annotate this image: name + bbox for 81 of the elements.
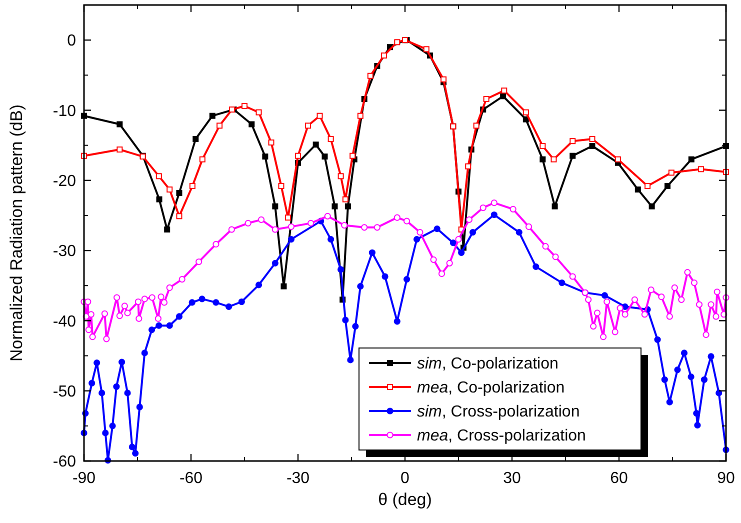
x-tick-label: 30: [503, 470, 521, 487]
point: [394, 39, 400, 46]
x-axis-title: θ (deg): [378, 490, 432, 509]
y-tick-label: -60: [52, 454, 76, 471]
point: [550, 156, 557, 162]
point: [272, 203, 278, 210]
point: [116, 146, 123, 153]
point: [176, 213, 182, 220]
point: [338, 173, 344, 180]
x-tick-label: 0: [400, 470, 410, 487]
point: [552, 203, 558, 210]
point: [256, 109, 262, 116]
y-tick-label: 0: [67, 32, 76, 50]
point: [328, 136, 334, 142]
point: [242, 103, 248, 110]
point: [304, 122, 311, 129]
point: [209, 112, 216, 119]
point: [280, 283, 287, 290]
x-tick-label: -60: [179, 470, 203, 487]
point: [156, 173, 162, 180]
point: [156, 196, 162, 202]
point: [262, 154, 268, 160]
point: [380, 52, 387, 59]
point: [189, 182, 196, 189]
point: [350, 152, 356, 159]
legend-label: sim, Cross-polarization: [417, 404, 580, 421]
x-tick-label: 90: [717, 470, 735, 487]
point: [268, 140, 274, 146]
point: [342, 196, 348, 202]
point: [164, 226, 170, 232]
y-tick-label: -20: [52, 172, 76, 190]
point: [465, 163, 472, 170]
point: [540, 156, 546, 162]
point: [166, 186, 173, 193]
point: [501, 88, 508, 94]
point: [116, 121, 123, 128]
point: [295, 152, 301, 159]
point: [367, 72, 374, 79]
point: [589, 136, 596, 142]
point: [199, 156, 206, 162]
point: [483, 96, 490, 102]
point: [570, 152, 576, 159]
point: [440, 76, 447, 82]
point: [668, 170, 674, 176]
y-tick-label: -10: [52, 102, 76, 120]
point: [570, 138, 576, 144]
point: [589, 143, 596, 150]
point: [192, 136, 199, 142]
point: [248, 121, 255, 128]
point: [634, 186, 641, 193]
y-tick-label: -30: [52, 243, 76, 260]
point: [285, 214, 292, 221]
point: [644, 182, 651, 189]
point: [332, 203, 338, 210]
point: [698, 166, 704, 172]
point: [522, 109, 529, 116]
x-tick-label: -30: [286, 470, 310, 487]
legend-label: mea, Cross-polarization: [417, 428, 586, 445]
x-tick-label: -90: [72, 470, 96, 487]
y-tick-label: -50: [52, 383, 76, 400]
y-axis-title: Normalized Radiation pattern (dB): [7, 104, 26, 362]
point: [500, 93, 506, 100]
point: [216, 122, 223, 129]
x-tick-label: 60: [610, 470, 628, 487]
point: [312, 142, 319, 148]
point: [614, 156, 621, 162]
y-tick-label: -40: [52, 313, 76, 330]
point: [664, 182, 671, 189]
point: [473, 122, 480, 129]
point: [344, 203, 351, 210]
legend-label: sim, Co-polarization: [417, 356, 558, 373]
point: [176, 190, 182, 196]
point: [423, 46, 430, 52]
point: [278, 182, 284, 189]
legend-label: mea, Co-polarization: [417, 380, 565, 397]
point: [648, 203, 655, 210]
point: [688, 156, 694, 162]
point: [316, 112, 323, 119]
point: [322, 154, 328, 160]
point: [357, 112, 364, 119]
point: [540, 143, 546, 150]
